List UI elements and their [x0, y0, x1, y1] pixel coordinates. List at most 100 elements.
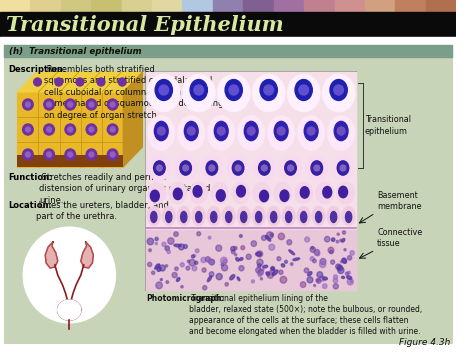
- Circle shape: [239, 235, 242, 237]
- Circle shape: [310, 257, 314, 261]
- Circle shape: [235, 165, 241, 171]
- Ellipse shape: [227, 155, 250, 181]
- Ellipse shape: [162, 206, 176, 226]
- Bar: [146, 72, 356, 230]
- Circle shape: [310, 247, 315, 252]
- Circle shape: [180, 263, 184, 267]
- Circle shape: [329, 250, 333, 254]
- Ellipse shape: [312, 206, 326, 226]
- Bar: [395, 0, 426, 12]
- Ellipse shape: [190, 80, 208, 100]
- Circle shape: [340, 239, 342, 242]
- Ellipse shape: [305, 155, 328, 181]
- Circle shape: [178, 244, 184, 250]
- Ellipse shape: [226, 212, 232, 223]
- Ellipse shape: [230, 275, 235, 280]
- Ellipse shape: [308, 272, 312, 276]
- Circle shape: [23, 99, 33, 110]
- Circle shape: [156, 282, 162, 289]
- Circle shape: [340, 165, 346, 171]
- Circle shape: [266, 232, 273, 239]
- Circle shape: [209, 272, 214, 277]
- Ellipse shape: [322, 74, 355, 112]
- Polygon shape: [81, 242, 93, 268]
- Circle shape: [89, 102, 94, 107]
- Circle shape: [234, 246, 237, 250]
- Ellipse shape: [196, 212, 202, 223]
- Bar: [18, 155, 123, 167]
- Circle shape: [68, 127, 73, 132]
- Circle shape: [267, 272, 273, 278]
- Circle shape: [23, 149, 33, 160]
- Circle shape: [239, 266, 244, 271]
- Circle shape: [194, 261, 198, 264]
- Ellipse shape: [180, 161, 191, 175]
- Text: Resembles both stratified
squamous and stratified cuboidal; basal
cells cuboidal: Resembles both stratified squamous and s…: [44, 65, 224, 120]
- Bar: [18, 92, 123, 167]
- Circle shape: [172, 272, 177, 278]
- Ellipse shape: [297, 115, 325, 151]
- Ellipse shape: [255, 212, 262, 223]
- Ellipse shape: [285, 161, 296, 175]
- Circle shape: [287, 240, 292, 245]
- Ellipse shape: [328, 115, 355, 151]
- Ellipse shape: [214, 121, 228, 141]
- Circle shape: [205, 257, 210, 262]
- Circle shape: [246, 254, 251, 260]
- Circle shape: [155, 242, 157, 245]
- Ellipse shape: [273, 270, 278, 275]
- Circle shape: [340, 261, 342, 263]
- Ellipse shape: [342, 206, 356, 226]
- Ellipse shape: [184, 121, 198, 141]
- Ellipse shape: [311, 161, 322, 175]
- Circle shape: [44, 99, 55, 110]
- Circle shape: [174, 232, 178, 236]
- Ellipse shape: [237, 206, 251, 226]
- Bar: [335, 0, 365, 12]
- Circle shape: [336, 240, 338, 243]
- Ellipse shape: [206, 161, 218, 175]
- Ellipse shape: [330, 212, 337, 223]
- Circle shape: [317, 279, 321, 283]
- Circle shape: [241, 246, 245, 250]
- Circle shape: [208, 258, 212, 263]
- Text: Transitional Epithelium: Transitional Epithelium: [6, 15, 283, 35]
- Ellipse shape: [281, 264, 285, 267]
- Circle shape: [231, 246, 235, 251]
- Ellipse shape: [294, 182, 313, 204]
- Ellipse shape: [339, 186, 347, 198]
- Polygon shape: [123, 72, 143, 167]
- Circle shape: [344, 248, 346, 251]
- Bar: [273, 0, 304, 12]
- Circle shape: [155, 237, 158, 241]
- Circle shape: [319, 261, 326, 268]
- Ellipse shape: [285, 212, 292, 223]
- Circle shape: [316, 252, 319, 256]
- Circle shape: [110, 102, 115, 107]
- Circle shape: [260, 278, 263, 280]
- Ellipse shape: [182, 74, 215, 112]
- Ellipse shape: [289, 250, 295, 255]
- Ellipse shape: [241, 212, 247, 223]
- Circle shape: [46, 152, 52, 157]
- Circle shape: [189, 260, 195, 266]
- Ellipse shape: [207, 206, 220, 226]
- Circle shape: [347, 278, 354, 285]
- Circle shape: [159, 85, 169, 95]
- Ellipse shape: [181, 212, 187, 223]
- Circle shape: [221, 264, 228, 271]
- Bar: [4, 45, 452, 57]
- Circle shape: [203, 285, 207, 290]
- Circle shape: [314, 284, 316, 286]
- Circle shape: [279, 270, 283, 274]
- Ellipse shape: [236, 258, 239, 261]
- Circle shape: [192, 266, 197, 271]
- Circle shape: [160, 265, 165, 271]
- Ellipse shape: [316, 212, 322, 223]
- Circle shape: [157, 127, 165, 135]
- Circle shape: [76, 78, 84, 86]
- Circle shape: [187, 127, 195, 135]
- Bar: [122, 0, 152, 12]
- Bar: [426, 0, 456, 12]
- Ellipse shape: [293, 258, 300, 261]
